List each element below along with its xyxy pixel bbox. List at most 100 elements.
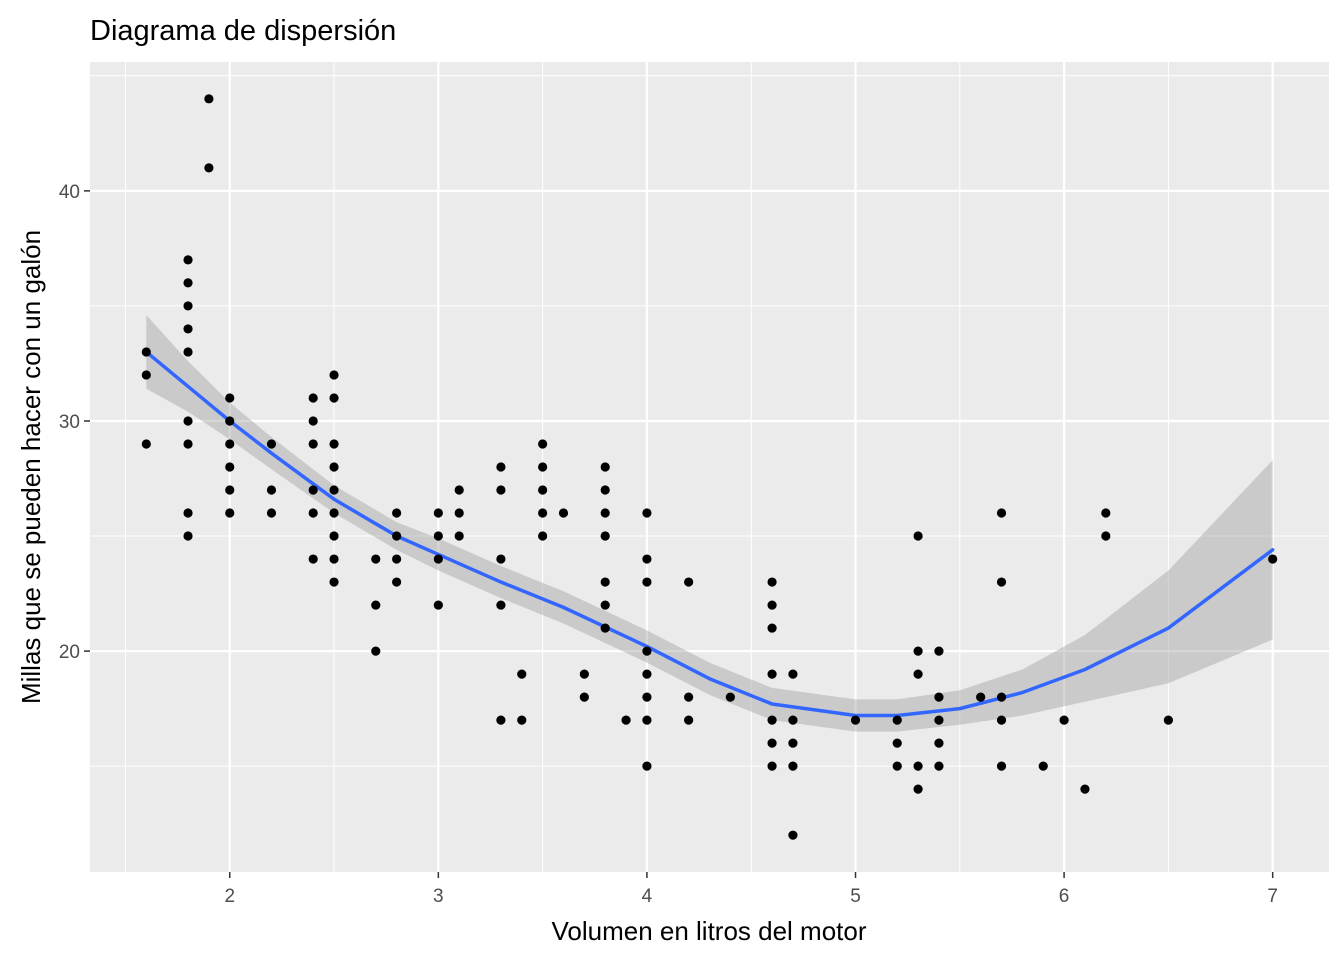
data-point bbox=[266, 485, 277, 495]
y-axis-ticks: 20 30 40 bbox=[59, 182, 90, 663]
data-point bbox=[183, 301, 193, 311]
data-point bbox=[183, 416, 193, 426]
data-point bbox=[934, 692, 944, 702]
data-point bbox=[329, 439, 339, 449]
data-point bbox=[1163, 715, 1173, 725]
data-point bbox=[183, 255, 193, 265]
data-point bbox=[183, 508, 193, 518]
data-point bbox=[183, 439, 193, 449]
data-point bbox=[225, 393, 235, 403]
data-point bbox=[684, 577, 694, 587]
data-point bbox=[204, 163, 214, 173]
data-point bbox=[517, 669, 527, 679]
data-point bbox=[496, 715, 506, 725]
data-point bbox=[329, 370, 339, 380]
data-point bbox=[996, 761, 1007, 771]
data-point bbox=[308, 393, 318, 403]
data-point bbox=[600, 485, 610, 495]
data-point bbox=[1080, 784, 1090, 794]
data-point bbox=[642, 715, 652, 725]
data-point bbox=[934, 646, 944, 656]
data-point bbox=[308, 508, 318, 518]
data-point bbox=[454, 508, 464, 518]
data-point bbox=[934, 715, 944, 725]
data-point bbox=[225, 462, 235, 472]
data-point bbox=[725, 692, 735, 702]
data-point bbox=[329, 577, 339, 587]
data-point bbox=[788, 738, 798, 748]
plot-panel bbox=[90, 62, 1329, 872]
data-point bbox=[433, 508, 443, 518]
data-point bbox=[538, 462, 548, 472]
data-point bbox=[433, 554, 443, 564]
data-point bbox=[538, 531, 548, 541]
data-point bbox=[183, 347, 193, 357]
data-point bbox=[433, 600, 443, 610]
data-point bbox=[767, 600, 777, 610]
data-point bbox=[1101, 531, 1111, 541]
data-point bbox=[392, 577, 402, 587]
data-point bbox=[1059, 715, 1069, 725]
data-point bbox=[642, 646, 652, 656]
data-point bbox=[392, 508, 402, 518]
data-point bbox=[454, 531, 464, 541]
data-point bbox=[329, 393, 339, 403]
data-point bbox=[308, 485, 318, 495]
data-point bbox=[496, 462, 506, 472]
data-point bbox=[913, 761, 923, 771]
data-point bbox=[329, 531, 339, 541]
data-point bbox=[642, 761, 652, 771]
data-point bbox=[266, 439, 277, 449]
y-tick-label: 30 bbox=[59, 412, 80, 433]
data-point bbox=[329, 508, 339, 518]
data-point bbox=[996, 715, 1007, 725]
data-point bbox=[371, 646, 381, 656]
chart-title: Diagrama de dispersión bbox=[90, 15, 396, 47]
data-point bbox=[517, 715, 527, 725]
data-point bbox=[600, 462, 610, 472]
x-tick-label: 5 bbox=[850, 886, 861, 907]
data-point bbox=[433, 531, 443, 541]
data-point bbox=[642, 554, 652, 564]
data-point bbox=[850, 715, 861, 725]
x-axis-title: Volumen en litros del motor bbox=[551, 916, 866, 946]
data-point bbox=[934, 761, 944, 771]
data-point bbox=[266, 508, 277, 518]
data-point bbox=[141, 347, 151, 357]
data-point bbox=[538, 485, 548, 495]
data-point bbox=[621, 715, 631, 725]
data-point bbox=[141, 439, 151, 449]
data-point bbox=[600, 600, 610, 610]
data-point bbox=[913, 669, 923, 679]
data-point bbox=[183, 278, 193, 288]
data-point bbox=[642, 692, 652, 702]
y-tick-label: 20 bbox=[59, 642, 80, 663]
data-point bbox=[600, 531, 610, 541]
y-tick-label: 40 bbox=[59, 182, 80, 203]
x-tick-label: 6 bbox=[1059, 886, 1070, 907]
smooth-line bbox=[144, 350, 1275, 718]
data-point bbox=[684, 692, 694, 702]
data-point bbox=[538, 508, 548, 518]
data-point bbox=[329, 554, 339, 564]
data-point bbox=[371, 600, 381, 610]
data-point bbox=[454, 485, 464, 495]
data-point bbox=[496, 485, 506, 495]
data-point bbox=[976, 692, 986, 702]
data-point bbox=[996, 508, 1007, 518]
data-point bbox=[1268, 554, 1278, 564]
data-point bbox=[996, 577, 1007, 587]
data-point bbox=[788, 715, 798, 725]
data-point bbox=[1101, 508, 1111, 518]
data-point bbox=[767, 738, 777, 748]
data-point bbox=[392, 531, 402, 541]
data-point bbox=[934, 738, 944, 748]
x-tick-label: 4 bbox=[642, 886, 653, 907]
data-point bbox=[892, 715, 902, 725]
data-point bbox=[642, 508, 652, 518]
data-point bbox=[558, 508, 569, 518]
data-point bbox=[892, 761, 902, 771]
confidence-band bbox=[146, 315, 1273, 732]
data-point bbox=[308, 554, 318, 564]
